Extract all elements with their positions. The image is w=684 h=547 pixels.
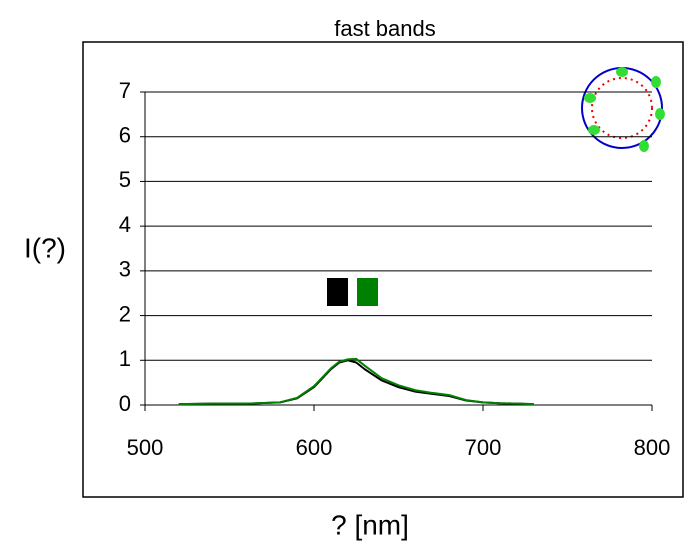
- icon-dot: [616, 67, 628, 77]
- y-tick-label: 7: [119, 78, 131, 103]
- icon-dot: [651, 76, 661, 88]
- y-tick-label: 4: [119, 212, 131, 237]
- x-tick-label: 800: [634, 435, 671, 460]
- x-tick-label: 700: [465, 435, 502, 460]
- y-tick-label: 0: [119, 391, 131, 416]
- icon-dot: [584, 93, 596, 103]
- y-tick-label: 6: [119, 123, 131, 148]
- legend-swatch: [357, 278, 378, 306]
- series-line: [178, 357, 534, 406]
- chart-frame: [82, 41, 684, 498]
- icon-dot: [655, 108, 665, 120]
- y-tick-label: 5: [119, 167, 131, 192]
- series-line: [178, 359, 534, 406]
- vesicle-icon: [581, 67, 665, 152]
- x-axis-label: ? [nm]: [331, 509, 409, 540]
- x-tick-label: 600: [296, 435, 333, 460]
- y-tick-label: 1: [119, 346, 131, 371]
- icon-inner: [591, 77, 653, 139]
- y-tick-label: 3: [119, 257, 131, 282]
- icon-ring: [581, 67, 663, 149]
- y-tick-label: 2: [119, 301, 131, 326]
- chart-title: fast bands: [334, 16, 436, 41]
- icon-dot: [588, 125, 600, 135]
- legend-swatch: [327, 278, 348, 306]
- x-tick-label: 500: [127, 435, 164, 460]
- y-axis-label: I(?): [24, 232, 66, 263]
- icon-dot: [639, 140, 649, 152]
